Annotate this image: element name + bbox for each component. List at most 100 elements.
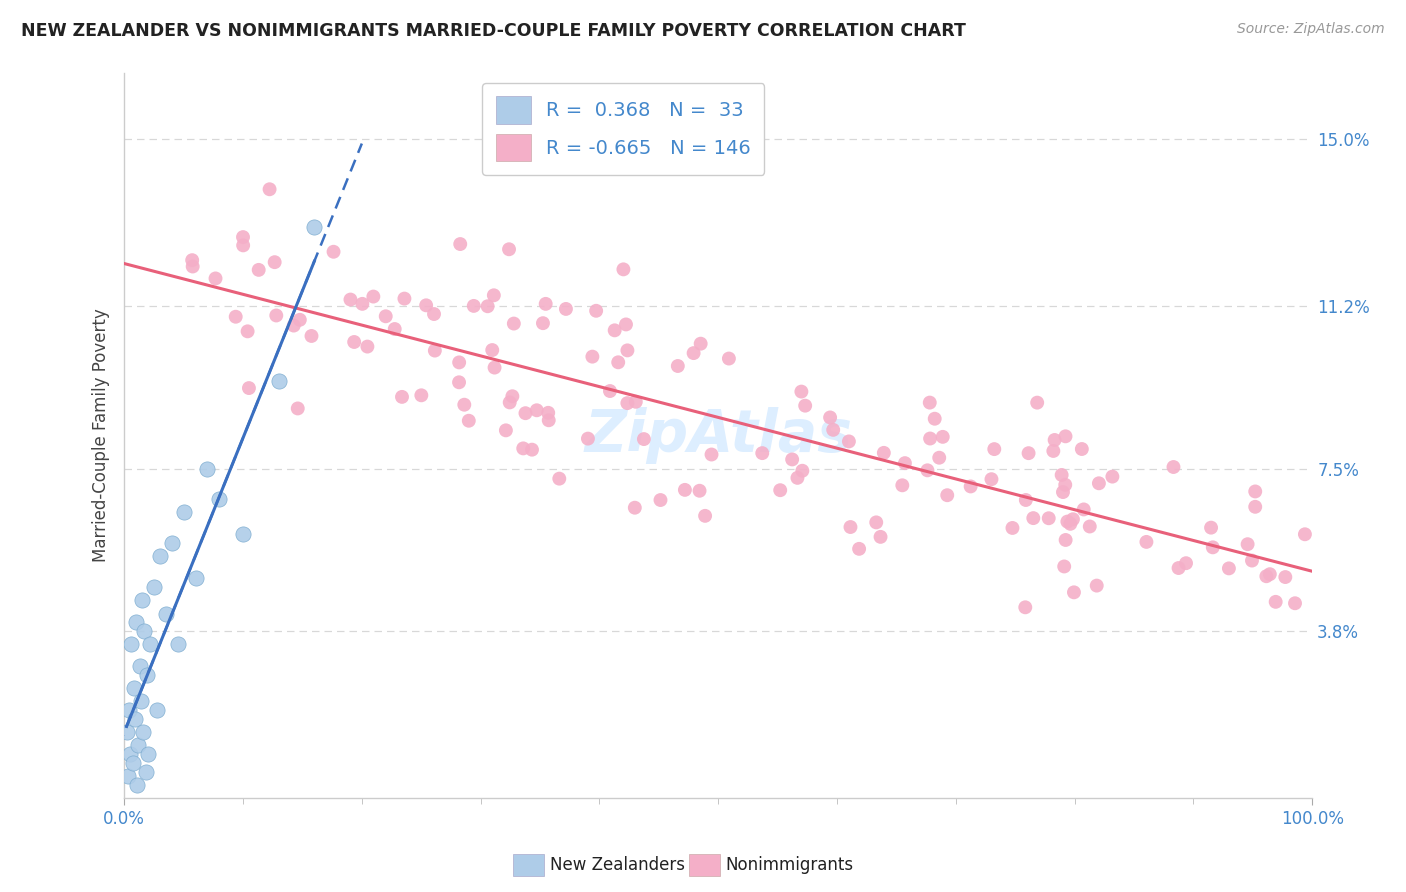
Point	[1053, 559, 1076, 574]
Point	[1294, 527, 1316, 541]
Point	[633, 432, 655, 446]
Point	[484, 360, 506, 375]
Point	[125, 615, 148, 630]
Point	[818, 410, 841, 425]
Point	[689, 483, 711, 498]
Point	[780, 452, 803, 467]
Point	[555, 301, 578, 316]
Point	[204, 271, 226, 285]
Point	[482, 288, 505, 302]
Point	[232, 238, 254, 252]
Point	[266, 309, 288, 323]
Point	[136, 747, 159, 761]
Point	[1001, 521, 1024, 535]
Point	[1236, 537, 1258, 551]
Point	[1218, 561, 1240, 575]
Point	[576, 432, 599, 446]
Point	[823, 423, 845, 437]
Point	[1054, 533, 1077, 547]
Point	[304, 219, 326, 234]
Point	[301, 329, 323, 343]
Point	[127, 739, 149, 753]
Point	[983, 442, 1005, 456]
Point	[155, 607, 177, 621]
Point	[115, 725, 138, 739]
Point	[526, 403, 548, 417]
Point	[135, 668, 157, 682]
Point	[700, 448, 723, 462]
Point	[352, 297, 374, 311]
Point	[1054, 477, 1077, 491]
Point	[322, 244, 344, 259]
Point	[1042, 444, 1064, 458]
Point	[160, 536, 183, 550]
Point	[208, 492, 231, 507]
Point	[374, 310, 396, 324]
Point	[920, 432, 942, 446]
Point	[1054, 429, 1077, 443]
Point	[624, 394, 647, 409]
Point	[288, 313, 311, 327]
Point	[790, 384, 813, 399]
Point	[794, 399, 817, 413]
Point	[1101, 469, 1123, 483]
Point	[1199, 521, 1222, 535]
Point	[132, 725, 155, 739]
Point	[477, 299, 499, 313]
Point	[537, 406, 560, 420]
Point	[1284, 596, 1306, 610]
Point	[607, 355, 630, 369]
Point	[1175, 556, 1198, 570]
Point	[650, 493, 672, 508]
Point	[585, 303, 607, 318]
Point	[786, 471, 808, 485]
Point	[391, 390, 413, 404]
Point	[1070, 442, 1092, 456]
Point	[751, 446, 773, 460]
Point	[614, 318, 637, 332]
Point	[1059, 516, 1081, 531]
Point	[498, 242, 520, 256]
Point	[131, 593, 153, 607]
Point	[166, 637, 188, 651]
Point	[127, 778, 149, 792]
Y-axis label: Married-Couple Family Poverty: Married-Couple Family Poverty	[93, 309, 110, 563]
Point	[287, 401, 309, 416]
Point	[603, 323, 626, 337]
Point	[1043, 433, 1066, 447]
Text: Nonimmigrants: Nonimmigrants	[725, 856, 853, 874]
Point	[548, 472, 571, 486]
Point	[495, 423, 517, 437]
Point	[481, 343, 503, 357]
Point	[838, 434, 860, 449]
Point	[1056, 515, 1078, 529]
Point	[612, 262, 634, 277]
Point	[232, 230, 254, 244]
Point	[139, 637, 162, 651]
Point	[238, 381, 260, 395]
Point	[616, 396, 638, 410]
Point	[122, 681, 145, 696]
Point	[184, 571, 207, 585]
Point	[120, 747, 142, 761]
Point	[453, 398, 475, 412]
Point	[121, 756, 143, 770]
Point	[1163, 460, 1185, 475]
Point	[666, 359, 689, 373]
Point	[1240, 553, 1263, 567]
Text: New Zealanders: New Zealanders	[550, 856, 685, 874]
Point	[423, 307, 446, 321]
Point	[415, 298, 437, 312]
Point	[501, 389, 523, 403]
Point	[928, 450, 950, 465]
Point	[918, 395, 941, 409]
Point	[534, 297, 557, 311]
Text: Source: ZipAtlas.com: Source: ZipAtlas.com	[1237, 22, 1385, 37]
Point	[225, 310, 247, 324]
Point	[1088, 476, 1111, 491]
Point	[894, 456, 917, 470]
Point	[689, 336, 711, 351]
Point	[891, 478, 914, 492]
Point	[512, 442, 534, 456]
Point	[531, 316, 554, 330]
